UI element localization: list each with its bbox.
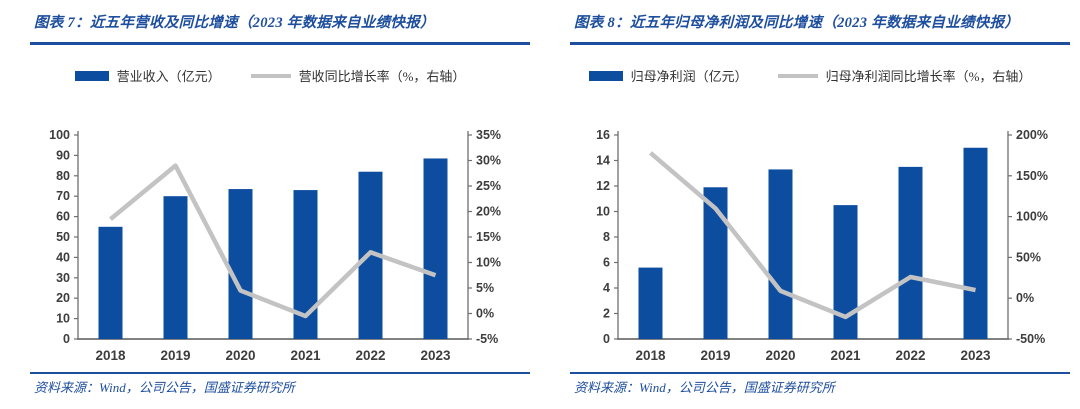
figure-7-title-divider [30, 42, 530, 45]
svg-text:16: 16 [596, 128, 610, 142]
figure-8-source: 资料来源：Wind，公司公告，国盛证券研究所 [574, 380, 835, 395]
svg-text:15%: 15% [476, 230, 501, 244]
svg-text:10: 10 [596, 205, 610, 219]
svg-text:8: 8 [603, 230, 610, 244]
svg-text:25%: 25% [476, 179, 501, 193]
svg-text:90: 90 [56, 148, 70, 162]
legend-label-revenue: 营业收入（亿元） [116, 69, 221, 84]
svg-text:50%: 50% [1016, 250, 1041, 264]
svg-text:-50%: -50% [1016, 332, 1045, 346]
figure-7-title: 图表 7：近五年营收及同比增速（2023 年数据来自业绩快报） [34, 15, 435, 31]
figure-7-panel: 图表 7：近五年营收及同比增速（2023 年数据来自业绩快报） 营业收入（亿元）… [0, 15, 540, 395]
figure-8-chart: 0 2 4 6 8 10 12 14 16 -50% 0% 50% 100% 150% 200% 2018 20… [596, 128, 1048, 363]
legend-label-net-profit: 归母净利润（亿元） [630, 69, 748, 84]
svg-text:2021: 2021 [830, 348, 861, 363]
svg-text:80: 80 [56, 169, 70, 183]
svg-text:30: 30 [56, 271, 70, 285]
figure-7-chart: 0 10 20 30 40 50 60 70 80 90 100 -5% 0% 5% 10% 15% 20% 25… [49, 128, 501, 363]
svg-text:0: 0 [63, 332, 70, 346]
legend-item-growth: 营收同比增长率（%，右轴） [250, 66, 466, 85]
svg-text:12: 12 [596, 179, 610, 193]
bar-swatch-icon [588, 70, 623, 81]
legend-label-growth: 营收同比增长率（%，右轴） [298, 69, 466, 84]
svg-text:50: 50 [56, 230, 70, 244]
legend-label-net-profit-growth: 归母净利润同比增长率（%，右轴） [825, 69, 1032, 84]
svg-text:10%: 10% [476, 256, 501, 270]
svg-text:20%: 20% [476, 205, 501, 219]
svg-text:70: 70 [56, 189, 70, 203]
line-swatch-icon [777, 73, 818, 78]
svg-text:2023: 2023 [420, 348, 451, 363]
figure-8-title-divider [570, 42, 1070, 45]
svg-text:2022: 2022 [355, 348, 385, 363]
svg-text:2023: 2023 [960, 348, 991, 363]
svg-text:100%: 100% [1016, 210, 1048, 224]
svg-text:30%: 30% [476, 154, 501, 168]
svg-text:10: 10 [56, 312, 70, 326]
svg-text:0%: 0% [476, 307, 494, 321]
figure-8-title: 图表 8：近五年归母净利润及同比增速（2023 年数据来自业绩快报） [574, 15, 1020, 31]
svg-text:150%: 150% [1016, 169, 1048, 183]
svg-text:35%: 35% [476, 128, 501, 142]
svg-text:4: 4 [603, 281, 610, 295]
svg-text:100: 100 [49, 128, 70, 142]
svg-text:2020: 2020 [765, 348, 795, 363]
figure-7-source-divider [30, 372, 530, 374]
svg-text:0: 0 [603, 332, 610, 346]
svg-text:20: 20 [56, 291, 70, 305]
legend-item-revenue: 营业收入（亿元） [74, 66, 221, 85]
figure-8-panel: 图表 8：近五年归母净利润及同比增速（2023 年数据来自业绩快报） 归母净利润… [540, 0, 1080, 409]
svg-text:2022: 2022 [895, 348, 925, 363]
legend-item-net-profit-growth: 归母净利润同比增长率（%，右轴） [777, 66, 1032, 85]
svg-text:60: 60 [56, 210, 70, 224]
svg-text:2021: 2021 [290, 348, 321, 363]
figure-8-legend: 归母净利润（亿元） 归母净利润同比增长率（%，右轴） [540, 66, 1080, 85]
svg-text:200%: 200% [1016, 128, 1048, 142]
figure-8-source-divider [570, 372, 1070, 374]
svg-text:2019: 2019 [160, 348, 190, 363]
line-swatch-icon [250, 73, 291, 78]
svg-text:2020: 2020 [225, 348, 255, 363]
svg-text:2018: 2018 [95, 348, 126, 363]
svg-text:5%: 5% [476, 281, 494, 295]
figure-7-source: 资料来源：Wind，公司公告，国盛证券研究所 [34, 380, 295, 395]
bar-swatch-icon [74, 70, 109, 81]
svg-text:2: 2 [603, 307, 610, 321]
svg-text:40: 40 [56, 250, 70, 264]
svg-text:14: 14 [596, 154, 610, 168]
svg-text:6: 6 [603, 256, 610, 270]
svg-text:0%: 0% [1016, 291, 1034, 305]
figure-7-legend: 营业收入（亿元） 营收同比增长率（%，右轴） [0, 66, 540, 85]
svg-text:-5%: -5% [476, 332, 498, 346]
svg-text:2018: 2018 [635, 348, 666, 363]
legend-item-net-profit: 归母净利润（亿元） [588, 66, 748, 85]
svg-text:2019: 2019 [700, 348, 730, 363]
